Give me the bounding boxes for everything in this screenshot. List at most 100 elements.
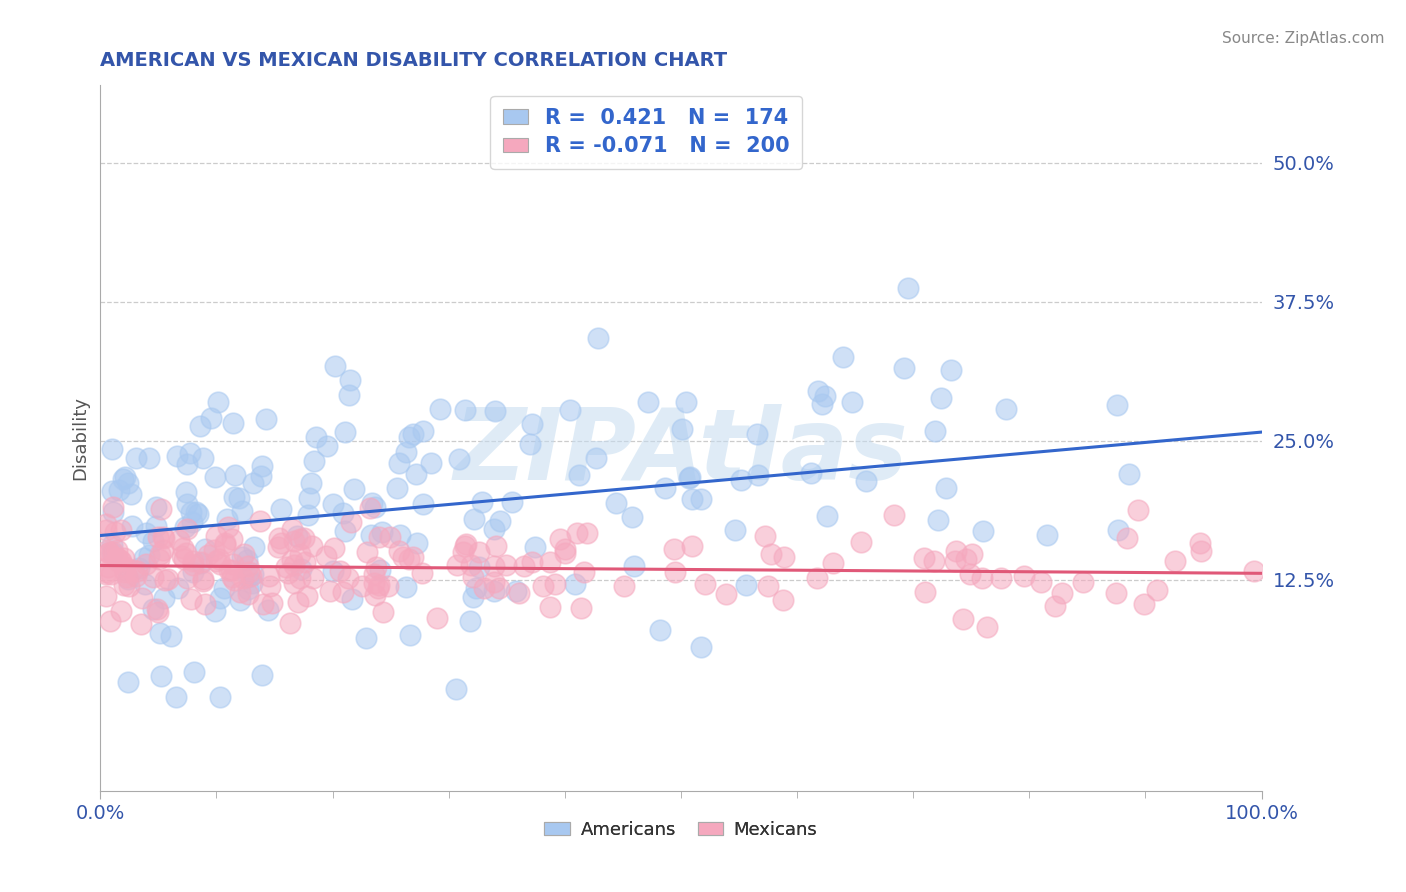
Point [337, 388, 360, 402]
Point [190, 555, 212, 569]
Point [101, 500, 124, 515]
Point [287, 595, 309, 609]
Point [121, 519, 143, 533]
Point [467, 560, 489, 574]
Point [429, 402, 451, 417]
Point [927, 513, 949, 527]
Point [671, 422, 693, 436]
Point [832, 350, 855, 364]
Point [129, 617, 152, 632]
Point [101, 442, 124, 457]
Point [363, 576, 385, 591]
Point [224, 574, 246, 588]
Point [841, 394, 863, 409]
Point [110, 604, 132, 618]
Point [157, 572, 180, 586]
Point [256, 602, 278, 616]
Point [179, 446, 201, 460]
Point [249, 514, 271, 528]
Point [332, 506, 354, 520]
Point [115, 570, 138, 584]
Point [174, 485, 197, 500]
Point [484, 403, 506, 417]
Point [170, 549, 193, 563]
Point [451, 545, 474, 559]
Point [112, 577, 135, 591]
Point [681, 540, 703, 554]
Point [131, 591, 153, 605]
Point [488, 514, 510, 528]
Point [395, 444, 418, 458]
Point [893, 360, 915, 375]
Point [281, 553, 304, 567]
Point [605, 495, 627, 509]
Point [554, 546, 576, 560]
Point [402, 550, 425, 565]
Point [125, 450, 148, 465]
Point [952, 612, 974, 626]
Point [371, 605, 394, 619]
Point [356, 545, 378, 559]
Point [105, 551, 128, 566]
Point [108, 483, 131, 498]
Point [544, 577, 567, 591]
Point [807, 384, 830, 398]
Point [1133, 597, 1156, 611]
Point [219, 563, 242, 577]
Point [299, 476, 322, 491]
Point [200, 411, 222, 425]
Point [288, 571, 311, 585]
Point [508, 585, 530, 599]
Point [117, 674, 139, 689]
Point [495, 558, 517, 572]
Point [1188, 536, 1211, 550]
Point [623, 559, 645, 574]
Point [252, 597, 274, 611]
Point [125, 564, 148, 578]
Point [270, 536, 292, 550]
Point [367, 581, 389, 595]
Point [664, 565, 686, 579]
Point [567, 526, 589, 541]
Point [112, 472, 135, 486]
Point [316, 439, 339, 453]
Point [472, 581, 495, 595]
Point [239, 569, 262, 583]
Point [406, 535, 429, 549]
Point [204, 604, 226, 618]
Point [468, 545, 491, 559]
Point [283, 558, 305, 572]
Point [110, 552, 132, 566]
Point [96, 517, 118, 532]
Point [250, 668, 273, 682]
Point [1146, 582, 1168, 597]
Point [165, 690, 187, 704]
Point [990, 571, 1012, 585]
Point [678, 470, 700, 484]
Point [146, 602, 169, 616]
Point [217, 520, 239, 534]
Point [232, 570, 254, 584]
Point [97, 560, 120, 574]
Point [117, 579, 139, 593]
Text: ZIPAtlas: ZIPAtlas [454, 404, 908, 500]
Point [297, 508, 319, 523]
Point [806, 571, 828, 585]
Point [190, 556, 212, 570]
Point [148, 552, 170, 566]
Point [446, 558, 468, 572]
Point [96, 543, 118, 558]
Point [236, 582, 259, 597]
Point [193, 572, 215, 586]
Point [810, 397, 832, 411]
Point [368, 578, 391, 592]
Point [335, 425, 357, 440]
Point [292, 531, 315, 545]
Point [505, 584, 527, 599]
Point [572, 565, 595, 579]
Point [114, 469, 136, 483]
Point [460, 614, 482, 628]
Point [149, 547, 172, 561]
Point [194, 597, 217, 611]
Point [124, 569, 146, 583]
